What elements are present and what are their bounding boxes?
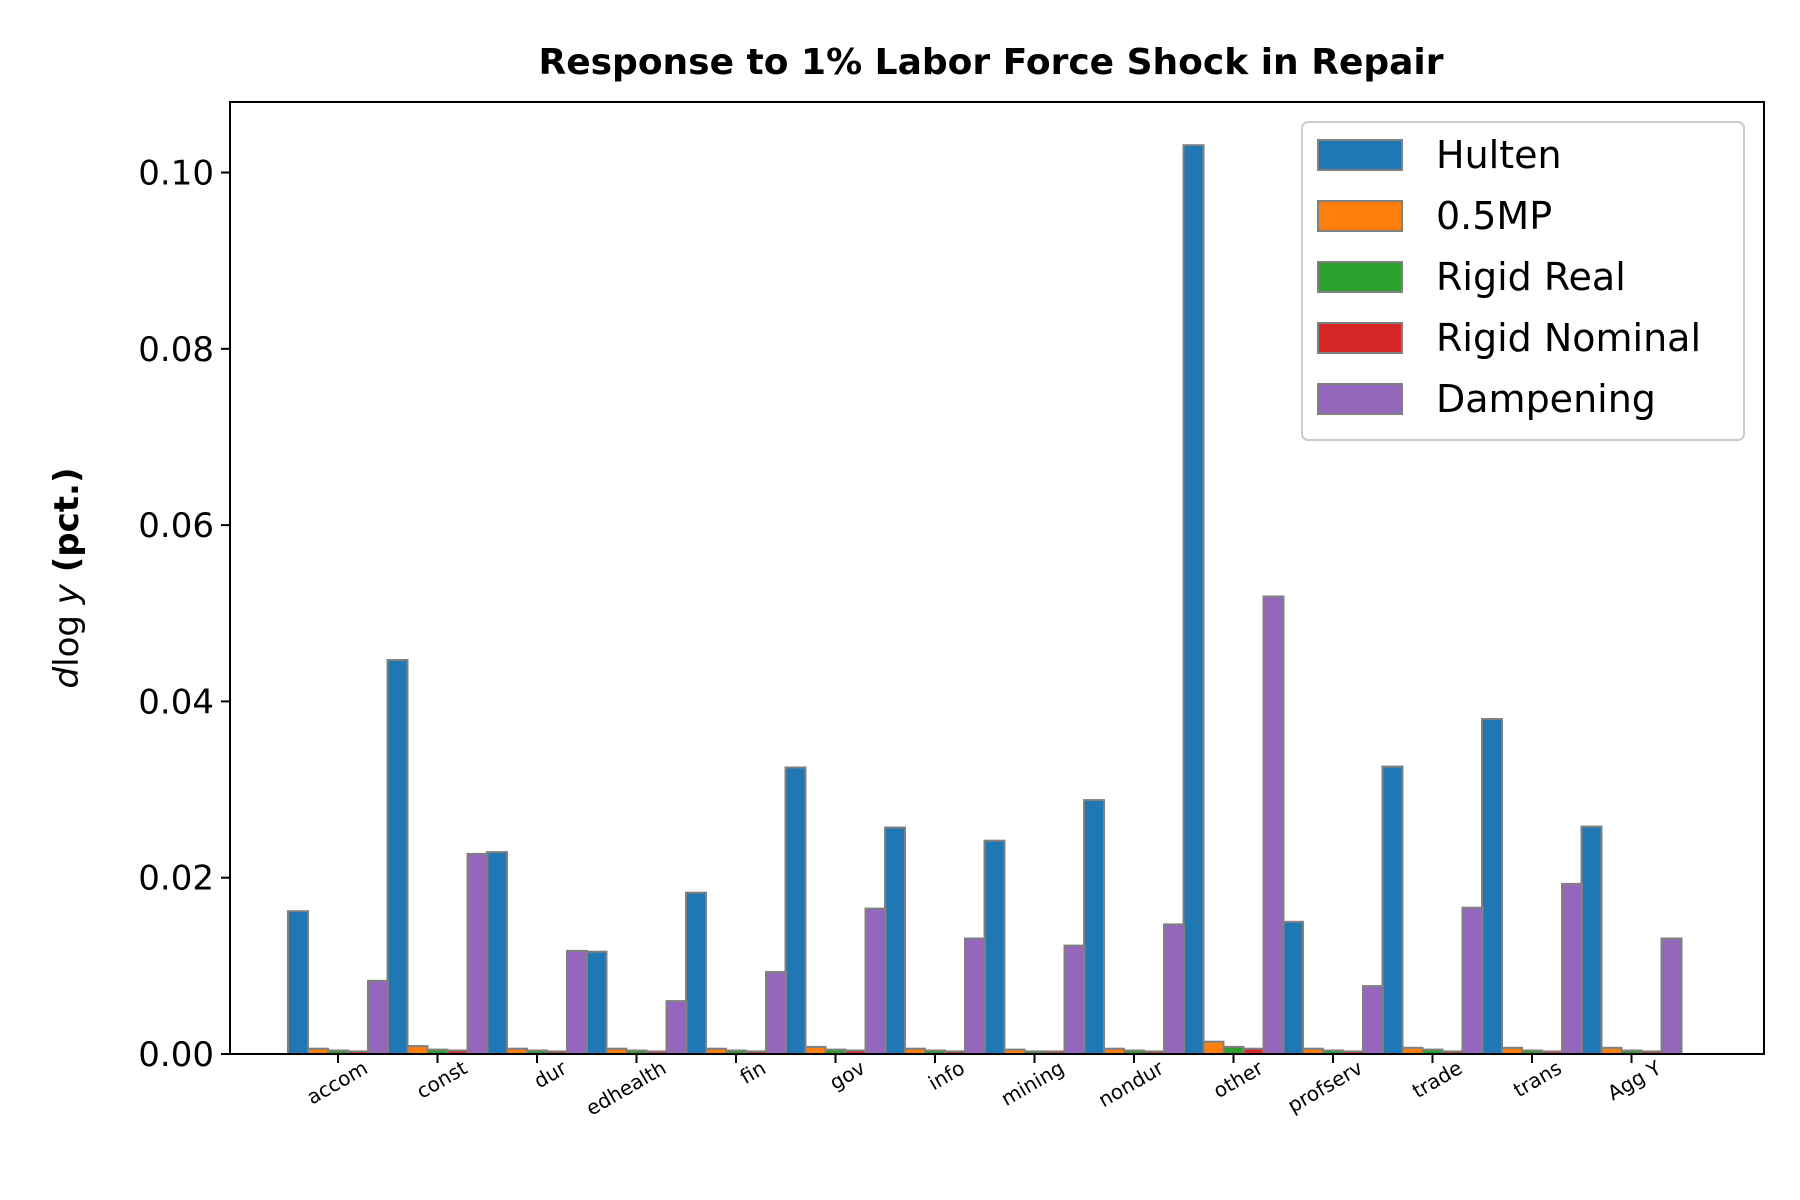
bar-hulten-fin xyxy=(685,891,707,1056)
x-tick-label: profserv xyxy=(1283,1055,1367,1117)
bar-hulten-const xyxy=(386,659,409,1055)
x-tick-label: other xyxy=(1209,1055,1268,1103)
x-tick-label: fin xyxy=(736,1056,770,1089)
x-tick-label: gov xyxy=(825,1055,869,1094)
bar-hulten-other xyxy=(1182,144,1205,1055)
legend-label: Hulten xyxy=(1436,133,1562,177)
legend-label: 0.5MP xyxy=(1436,194,1552,238)
x-tick-label: mining xyxy=(997,1056,1068,1111)
bar-0-5mp-const xyxy=(406,1045,429,1055)
bar-dampening-gov xyxy=(864,907,887,1055)
x-tick-label: dur xyxy=(530,1055,572,1093)
bar-dampening-trans xyxy=(1561,882,1583,1056)
bar-hulten-info xyxy=(884,826,906,1055)
bar-hulten-accom xyxy=(287,910,309,1056)
bar-0-5mp-other xyxy=(1202,1040,1225,1055)
bar-dampening-trade xyxy=(1461,906,1484,1056)
bar-hulten-trans xyxy=(1481,718,1503,1055)
bar-dampening-dur xyxy=(566,949,588,1056)
legend-swatch-rigid-nominal xyxy=(1317,322,1403,354)
y-axis-label: dlog y (pct.) xyxy=(47,468,87,689)
x-tick-label: info xyxy=(924,1056,968,1096)
bar-rigid-real-other xyxy=(1222,1045,1245,1056)
bar-hulten-profserv xyxy=(1282,920,1304,1055)
legend-label: Dampening xyxy=(1436,377,1656,421)
bar-dampening-edhealth xyxy=(665,1000,688,1055)
y-tick-label: 0.02 xyxy=(138,859,214,899)
x-tick-label: trade xyxy=(1408,1056,1466,1103)
y-tick-label: 0.10 xyxy=(138,154,214,194)
bar-dampening-accom xyxy=(367,979,389,1055)
bar-hulten-mining xyxy=(983,839,1006,1056)
plot-frame xyxy=(229,101,1765,1055)
bar-hulten-agg-y xyxy=(1580,825,1603,1055)
x-tick-label: Agg Y xyxy=(1603,1055,1666,1105)
bar-dampening-profserv xyxy=(1362,985,1384,1055)
bar-hulten-trade xyxy=(1381,765,1404,1055)
x-tick-label: accom xyxy=(303,1056,372,1110)
bar-dampening-fin xyxy=(765,971,787,1055)
bar-dampening-nondur xyxy=(1163,923,1185,1056)
legend-label: Rigid Real xyxy=(1436,255,1626,299)
bar-dampening-info xyxy=(964,937,986,1055)
bar-hulten-nondur xyxy=(1083,799,1105,1055)
y-tick-label: 0.00 xyxy=(138,1035,214,1075)
legend-swatch-rigid-real xyxy=(1317,261,1403,293)
x-tick-label: trans xyxy=(1509,1056,1566,1102)
x-tick-label: edhealth xyxy=(582,1056,670,1121)
bar-hulten-dur xyxy=(486,851,508,1055)
legend-swatch-dampening xyxy=(1317,383,1403,415)
bar-hulten-edhealth xyxy=(585,950,608,1056)
y-tick-label: 0.08 xyxy=(138,330,214,370)
legend: Hulten 0.5MP Rigid Real Rigid Nominal Dampen… xyxy=(1301,121,1745,441)
x-tick-label: nondur xyxy=(1094,1055,1168,1112)
legend-label: Rigid Nominal xyxy=(1436,316,1701,360)
bar-0-5mp-gov xyxy=(804,1045,827,1056)
bar-dampening-const xyxy=(466,852,489,1056)
x-tick-label: const xyxy=(412,1055,471,1103)
y-tick-label: 0.04 xyxy=(138,682,214,722)
legend-swatch-0-5mp xyxy=(1317,200,1403,232)
bar-hulten-gov xyxy=(784,766,807,1055)
legend-swatch-hulten xyxy=(1317,139,1403,171)
bar-dampening-agg-y xyxy=(1660,937,1683,1055)
legend-box xyxy=(1301,121,1745,441)
y-tick-label: 0.06 xyxy=(138,506,214,546)
bar-dampening-mining xyxy=(1063,944,1086,1055)
bar-dampening-other xyxy=(1262,595,1285,1055)
chart-title: Response to 1% Labor Force Shock in Repa… xyxy=(538,42,1443,83)
